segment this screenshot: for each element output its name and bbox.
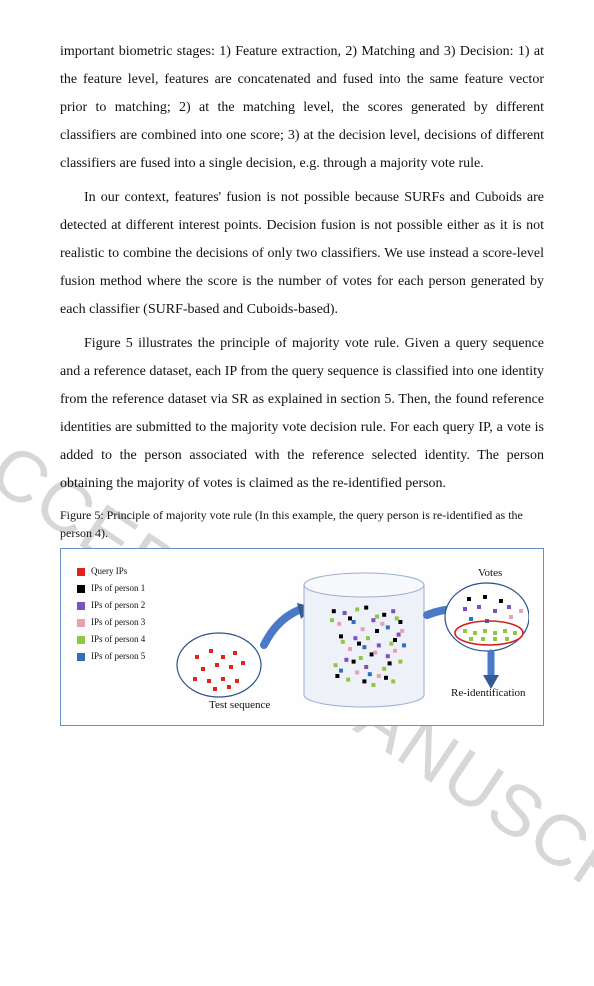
- paragraph-1: important biometric stages: 1) Feature e…: [60, 38, 544, 178]
- figure-caption: Figure 5: Principle of majority vote rul…: [60, 506, 544, 542]
- figure-svg: [69, 555, 529, 715]
- figure-5: Query IPsIPs of person 1IPs of person 2I…: [60, 548, 544, 726]
- page-content: important biometric stages: 1) Feature e…: [0, 0, 594, 756]
- paragraph-3: Figure 5 illustrates the principle of ma…: [60, 330, 544, 498]
- paragraph-2: In our context, features' fusion is not …: [60, 184, 544, 324]
